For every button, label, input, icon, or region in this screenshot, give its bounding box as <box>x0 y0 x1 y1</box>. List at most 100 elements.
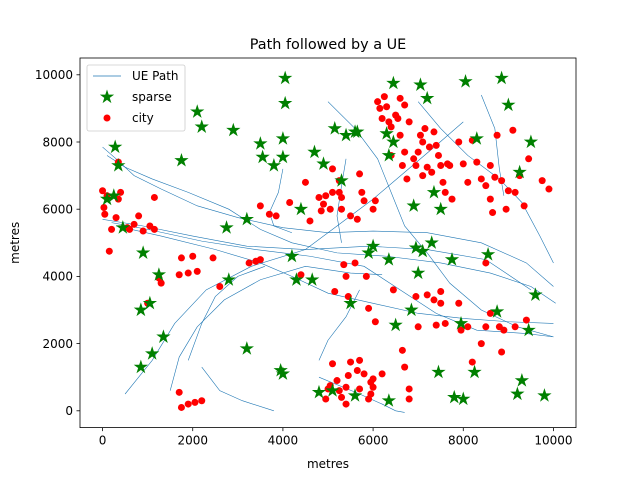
city-point <box>423 291 431 299</box>
city-point <box>317 207 325 215</box>
city-point <box>486 309 494 317</box>
sparse-point <box>528 287 543 301</box>
sparse-point <box>106 188 121 202</box>
sparse-point <box>388 317 403 332</box>
city-point <box>432 141 440 149</box>
city-point <box>448 195 456 203</box>
city-point <box>412 293 420 301</box>
city-point <box>335 387 343 395</box>
city-point <box>376 104 384 112</box>
city-point <box>139 227 147 235</box>
sparse-point <box>111 158 126 172</box>
plot-frame <box>79 57 577 429</box>
sparse-point <box>537 388 552 402</box>
sparse-point <box>289 272 304 286</box>
city-point <box>175 271 183 279</box>
sparse-point <box>327 121 342 135</box>
legend-sparse-swatch <box>99 89 115 104</box>
sparse-point <box>278 70 293 85</box>
legend-frame <box>86 64 186 132</box>
sparse-point <box>458 74 473 88</box>
city-point <box>177 254 185 262</box>
city-point <box>498 177 506 185</box>
city-point <box>338 205 346 213</box>
city-point <box>383 103 391 111</box>
x-tick-label: 10000 <box>534 434 572 448</box>
city-point <box>99 187 107 195</box>
sparse-point <box>343 295 358 310</box>
sparse-point <box>338 127 354 142</box>
sparse-point <box>514 373 530 387</box>
sparse-point <box>156 329 171 343</box>
city-point <box>425 143 433 151</box>
city-point <box>477 340 485 348</box>
city-point <box>419 172 427 180</box>
ue-path-segment <box>336 158 347 243</box>
sparse-layer <box>99 70 552 407</box>
legend-city-swatch <box>103 114 111 122</box>
city-point <box>351 259 359 267</box>
city-point <box>396 94 404 102</box>
sparse-point <box>347 388 363 402</box>
city-point <box>414 148 422 156</box>
city-point <box>331 288 339 296</box>
sparse-point <box>521 322 536 337</box>
city-point <box>286 198 294 206</box>
sparse-point <box>266 158 282 172</box>
sparse-point <box>467 364 482 379</box>
sparse-point <box>510 386 525 401</box>
city-point <box>338 393 346 401</box>
city-point <box>209 254 217 262</box>
sparse-point <box>115 220 130 234</box>
city-point <box>157 279 165 287</box>
city-point <box>256 256 264 264</box>
city-point <box>105 247 113 255</box>
city-point <box>502 205 510 213</box>
city-point <box>175 388 183 396</box>
city-point <box>356 356 364 364</box>
city-point <box>459 160 467 168</box>
sparse-point <box>226 122 241 137</box>
x-tick-label: 6000 <box>358 434 389 448</box>
sparse-point <box>142 295 158 310</box>
sparse-point <box>135 245 151 259</box>
city-point <box>405 385 413 393</box>
x-axis-label: metres <box>307 457 349 471</box>
city-point <box>177 403 185 411</box>
city-point <box>150 193 158 201</box>
sparse-point <box>365 238 381 253</box>
sparse-point <box>275 149 291 164</box>
city-point <box>189 252 197 260</box>
city-point <box>520 202 528 210</box>
x-tick-label: 4000 <box>268 434 299 448</box>
city-point <box>322 395 330 403</box>
sparse-point <box>415 243 430 258</box>
sparse-point <box>433 201 448 216</box>
city-point <box>319 200 327 208</box>
y-tick-label: 6000 <box>42 203 73 217</box>
city-point <box>511 188 519 196</box>
city-point <box>371 197 379 205</box>
city-point <box>326 205 334 213</box>
sparse-point <box>325 383 340 397</box>
city-point <box>347 212 355 220</box>
city-point <box>378 114 386 122</box>
sparse-point <box>501 97 516 112</box>
city-point <box>491 173 499 181</box>
ue-path-segment <box>327 101 554 338</box>
sparse-point <box>408 240 424 254</box>
sparse-point <box>469 131 484 145</box>
city-point <box>358 188 366 196</box>
sparse-point <box>426 184 442 199</box>
city-point <box>414 323 422 331</box>
city-point <box>401 148 409 156</box>
sparse-point <box>381 393 397 407</box>
city-point <box>430 128 438 136</box>
city-point <box>455 138 463 146</box>
sparse-point <box>456 391 471 406</box>
sparse-point <box>275 366 291 380</box>
city-point <box>464 323 472 331</box>
sparse-point <box>444 252 460 266</box>
city-point <box>193 267 201 275</box>
city-point <box>256 202 264 210</box>
